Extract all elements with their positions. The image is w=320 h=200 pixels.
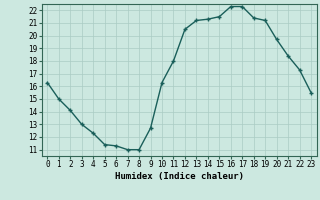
X-axis label: Humidex (Indice chaleur): Humidex (Indice chaleur) <box>115 172 244 181</box>
